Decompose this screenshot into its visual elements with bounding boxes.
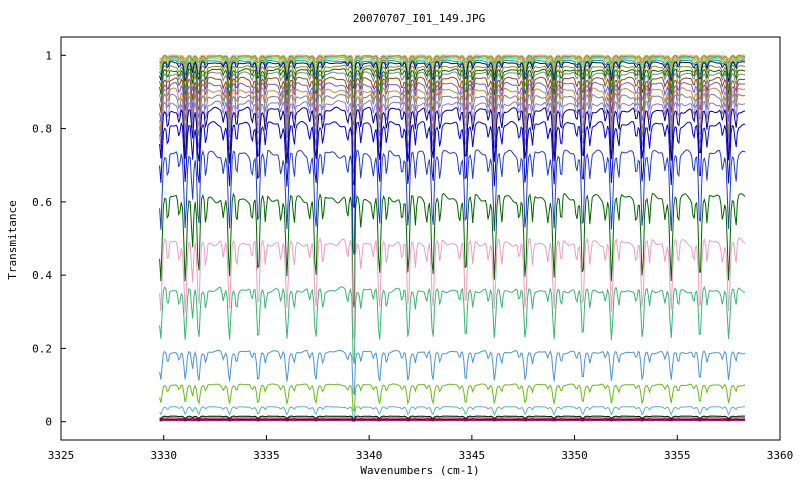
series-line bbox=[159, 64, 746, 100]
x-axis-label: Wavenumbers (cm-1) bbox=[360, 464, 479, 477]
series-line bbox=[159, 285, 746, 364]
series-line bbox=[159, 81, 746, 136]
series-line bbox=[159, 92, 746, 160]
series-line bbox=[159, 415, 746, 420]
plot-frame bbox=[60, 36, 781, 441]
x-tick-label: 3355 bbox=[664, 449, 691, 462]
series-line bbox=[159, 418, 746, 421]
series-line bbox=[159, 54, 746, 64]
series-line bbox=[159, 61, 746, 90]
series-line bbox=[159, 417, 746, 421]
y-tick-label: 1 bbox=[45, 49, 52, 62]
series-line bbox=[159, 406, 746, 419]
series-line bbox=[159, 383, 746, 413]
series-line bbox=[159, 349, 746, 396]
y-tick-label: 0.8 bbox=[32, 123, 52, 136]
x-tick-label: 3335 bbox=[253, 449, 280, 462]
series-line bbox=[159, 71, 746, 118]
series-line bbox=[159, 149, 746, 255]
series-line bbox=[159, 106, 746, 186]
y-tick-label: 0.6 bbox=[32, 196, 52, 209]
series-line bbox=[159, 99, 746, 174]
y-tick-label: 0 bbox=[45, 416, 52, 429]
y-axis-label: Transmitance bbox=[6, 200, 19, 279]
series-line bbox=[159, 236, 746, 340]
series-line bbox=[159, 120, 746, 209]
x-tick-label: 3325 bbox=[48, 449, 75, 462]
axes-layer: 3325 3330 3335 3340 3345 3350 3355 3360 0 0.2 0.4 0… bbox=[32, 49, 793, 462]
x-tick-label: 3345 bbox=[459, 449, 486, 462]
x-tick-label: 3330 bbox=[150, 449, 177, 462]
y-tick-label: 0.2 bbox=[32, 342, 52, 355]
series-line bbox=[159, 420, 746, 422]
x-tick-label: 3340 bbox=[356, 449, 383, 462]
x-tick-label: 3360 bbox=[767, 449, 794, 462]
chart-title: 20070707_I01_149.JPG bbox=[353, 12, 485, 25]
series-line bbox=[159, 68, 746, 109]
series-line bbox=[159, 192, 746, 308]
x-tick-label: 3350 bbox=[561, 449, 588, 462]
y-tick-label: 0.4 bbox=[32, 269, 52, 282]
series-layer bbox=[159, 54, 746, 422]
